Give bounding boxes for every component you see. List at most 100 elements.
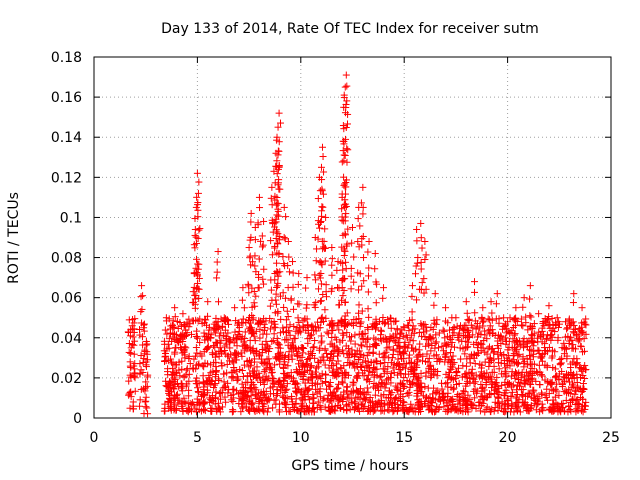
data-point xyxy=(442,349,450,357)
x-tick-label: 5 xyxy=(193,430,202,446)
data-point xyxy=(193,327,201,335)
data-point xyxy=(397,390,405,398)
data-point xyxy=(406,336,414,344)
data-point xyxy=(539,407,547,415)
data-point xyxy=(405,354,413,362)
data-point xyxy=(342,210,350,218)
data-point xyxy=(341,152,349,160)
data-point xyxy=(513,382,521,390)
data-point xyxy=(496,402,504,410)
data-point xyxy=(508,327,516,335)
data-point xyxy=(377,383,385,391)
data-point xyxy=(250,381,258,389)
data-point xyxy=(548,346,556,354)
data-point xyxy=(397,370,405,378)
data-point xyxy=(260,217,268,225)
data-point xyxy=(266,302,274,310)
data-point xyxy=(223,316,231,324)
data-point xyxy=(392,382,400,390)
data-point xyxy=(266,325,274,333)
data-point xyxy=(223,360,231,368)
data-point xyxy=(460,332,468,340)
data-point xyxy=(293,347,301,355)
data-point xyxy=(459,345,467,353)
data-point xyxy=(273,283,281,291)
data-point xyxy=(131,315,139,323)
data-point xyxy=(259,391,267,399)
data-point xyxy=(186,360,194,368)
data-point xyxy=(545,302,553,310)
data-point xyxy=(293,352,301,360)
data-point xyxy=(212,338,220,346)
data-point xyxy=(279,328,287,336)
data-point xyxy=(377,403,385,411)
data-point xyxy=(361,394,369,402)
data-point xyxy=(314,363,322,371)
data-point xyxy=(582,330,590,338)
data-point xyxy=(582,365,590,373)
data-point xyxy=(529,388,537,396)
data-point xyxy=(418,402,426,410)
data-point xyxy=(271,320,279,328)
data-point xyxy=(485,374,493,382)
data-point xyxy=(285,268,293,276)
data-point xyxy=(310,399,318,407)
data-point xyxy=(552,399,560,407)
data-point xyxy=(291,381,299,389)
data-point xyxy=(276,329,284,337)
data-point xyxy=(194,260,202,268)
data-point xyxy=(341,369,349,377)
data-point xyxy=(276,360,284,368)
data-point xyxy=(500,389,508,397)
data-point xyxy=(380,370,388,378)
data-point xyxy=(316,258,324,266)
data-point xyxy=(358,342,366,350)
data-point xyxy=(528,323,536,331)
data-point xyxy=(215,332,223,340)
data-point xyxy=(450,384,458,392)
data-point xyxy=(341,83,349,91)
data-point xyxy=(365,264,373,272)
data-point xyxy=(125,377,133,385)
data-point xyxy=(213,274,221,282)
data-point xyxy=(462,408,470,416)
data-point xyxy=(240,304,248,312)
data-point xyxy=(493,342,501,350)
data-point xyxy=(432,320,440,328)
data-point xyxy=(239,394,247,402)
data-point xyxy=(275,138,283,146)
data-point xyxy=(254,320,262,328)
data-point xyxy=(296,356,304,364)
data-point xyxy=(317,269,325,277)
data-point xyxy=(250,287,258,295)
y-tick-label: 0.12 xyxy=(51,170,82,186)
data-point xyxy=(216,344,224,352)
data-point xyxy=(365,313,373,321)
data-point xyxy=(430,316,438,324)
data-point xyxy=(201,407,209,415)
data-point xyxy=(400,360,408,368)
data-point xyxy=(199,372,207,380)
data-point xyxy=(359,389,367,397)
data-point xyxy=(537,354,545,362)
data-point xyxy=(193,169,201,177)
data-point xyxy=(181,354,189,362)
data-point xyxy=(447,336,455,344)
data-point xyxy=(421,383,429,391)
data-point xyxy=(575,385,583,393)
data-point xyxy=(364,371,372,379)
data-point xyxy=(267,390,275,398)
data-point xyxy=(550,407,558,415)
data-point xyxy=(554,323,562,331)
data-point xyxy=(322,378,330,386)
data-point xyxy=(449,352,457,360)
data-point xyxy=(193,193,201,201)
data-point xyxy=(343,97,351,105)
data-point xyxy=(393,407,401,415)
data-point xyxy=(548,354,556,362)
data-point xyxy=(534,369,542,377)
data-point xyxy=(246,236,254,244)
data-point xyxy=(275,408,283,416)
data-point xyxy=(417,369,425,377)
data-point xyxy=(328,271,336,279)
